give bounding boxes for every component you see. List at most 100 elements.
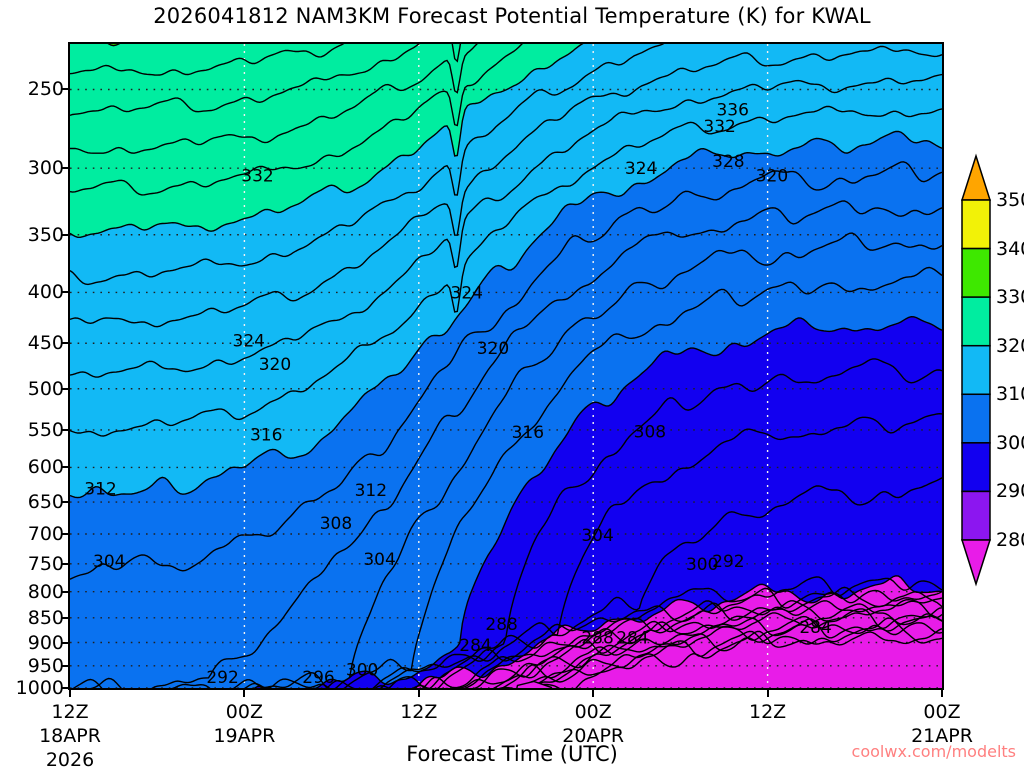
- y-tick-mark: [62, 641, 68, 644]
- x-tick-label: 12Z: [749, 700, 786, 724]
- contour-line: [70, 130, 942, 499]
- colorbar: 350 340 330 320 310 300 290 280: [958, 150, 1024, 590]
- x-tick-time: 00Z: [225, 701, 263, 723]
- contour-line: [70, 105, 942, 437]
- y-tick-mark: [62, 167, 68, 170]
- y-tick-mark: [62, 233, 68, 236]
- y-tick-mark: [62, 466, 68, 469]
- contour-label: 308: [634, 422, 666, 442]
- contour-label: 304: [363, 550, 395, 570]
- contour-line: [379, 412, 942, 688]
- contour-label: 320: [477, 339, 509, 359]
- contour-label: 332: [241, 166, 273, 186]
- contour-line: [70, 45, 942, 328]
- x-tick-year: 2026: [45, 749, 95, 771]
- y-tick-label: 500: [27, 377, 64, 400]
- contour-label: 324: [233, 331, 265, 351]
- contour-line: [70, 161, 942, 580]
- contour-group: 3363323323283243243243203203203163163123…: [70, 44, 942, 688]
- cold-pocket-sub280: [516, 680, 553, 688]
- colorbar-band: [961, 296, 991, 347]
- plot-area: 336 332 332 328 324 324 324 320 320 320 316 316 312 3…: [68, 42, 944, 690]
- contour-label: 320: [756, 166, 788, 186]
- contour-line: [70, 44, 584, 238]
- contour-line: [70, 44, 523, 196]
- x-axis-title: Forecast Time (UTC): [406, 742, 618, 766]
- x-tick-date: 21APR: [911, 725, 973, 747]
- x-tick-mark: [243, 690, 246, 697]
- x-tick-date: 19APR: [213, 725, 276, 747]
- contour-line: [70, 44, 345, 76]
- contour-line: [498, 607, 942, 688]
- y-tick-label: 650: [27, 491, 64, 514]
- x-tick-label: 12Z 18APR 2026: [39, 700, 101, 772]
- contour-label: 304: [93, 552, 125, 572]
- contour-label: 316: [512, 423, 544, 443]
- x-tick-date: 18APR: [39, 725, 101, 747]
- contour-line: [464, 586, 942, 688]
- contour-label: 300: [346, 660, 378, 680]
- colorbar-band: [961, 344, 991, 396]
- colorbar-tick-label: 300: [996, 431, 1024, 454]
- x-tick-time: 12Z: [400, 701, 438, 723]
- contour-label: 288: [485, 615, 517, 635]
- y-tick-label: 900: [27, 631, 64, 654]
- y-tick-mark: [62, 88, 68, 91]
- y-tick-mark: [62, 687, 68, 689]
- contour-label: 336: [716, 101, 748, 121]
- x-tick-label: 12Z: [400, 700, 437, 724]
- x-tick-mark: [592, 690, 595, 697]
- fill-band: [70, 316, 942, 688]
- y-tick-label: 550: [27, 418, 64, 441]
- y-tick-label: 400: [27, 281, 64, 304]
- colorbar-tick-label: 280: [996, 529, 1024, 551]
- x-tick-time: 00Z: [574, 701, 612, 723]
- contour-line: [528, 617, 942, 688]
- y-tick-mark: [62, 291, 68, 294]
- y-tick-mark: [62, 342, 68, 345]
- x-tick-date: 20APR: [562, 725, 625, 747]
- y-tick-mark: [62, 562, 68, 565]
- contour-line: [374, 576, 942, 688]
- contour-line: [90, 200, 942, 688]
- contour-line: [414, 575, 942, 688]
- y-tick-label: 750: [27, 552, 64, 575]
- contour-label: 320: [259, 355, 291, 375]
- contour-line: [70, 44, 665, 286]
- contour-line: [244, 266, 942, 688]
- x-tick-mark: [69, 690, 71, 697]
- contour-line: [70, 44, 462, 116]
- contour-label: 308: [320, 514, 352, 534]
- colorbar-tick-label: 350: [996, 189, 1024, 211]
- colorbar-tick-label: 290: [996, 480, 1024, 503]
- watermark: coolwx.com/modelts: [851, 742, 1016, 761]
- contour-line: [72, 232, 942, 688]
- y-tick-label: 950: [27, 654, 64, 677]
- contour-label: 328: [712, 152, 744, 172]
- contour-label: 292: [712, 552, 744, 572]
- contour-label: 284: [616, 629, 648, 649]
- contour-label: 288: [581, 629, 613, 649]
- x-tick-mark: [941, 690, 943, 697]
- contour-label: 332: [703, 117, 735, 137]
- contour-label: 300: [686, 555, 718, 575]
- contour-label: 312: [84, 480, 116, 500]
- contour-line: [534, 628, 942, 688]
- x-tick-label: 00Z 19APR: [213, 700, 275, 748]
- colorbar-band: [961, 199, 991, 250]
- contour-label: 316: [250, 426, 282, 446]
- fill-band-coldest: [70, 575, 942, 688]
- x-tick-time: 12Z: [51, 701, 89, 723]
- y-tick-label: 1000: [15, 677, 64, 699]
- y-axis: 250 300 350 400 450 500 550 600 650 700 750 800 850 9…: [0, 0, 68, 768]
- y-tick-mark: [62, 533, 68, 535]
- contour-line: [253, 315, 942, 688]
- colorbar-swatches: [960, 153, 992, 587]
- contour-line: [325, 358, 942, 688]
- colorbar-band: [961, 490, 991, 541]
- contour-line: [501, 608, 942, 688]
- colorbar-tick-label: 330: [996, 286, 1024, 309]
- colorbar-extend-min: [960, 539, 992, 587]
- page-title: 2026041812 NAM3KM Forecast Potential Tem…: [153, 4, 871, 28]
